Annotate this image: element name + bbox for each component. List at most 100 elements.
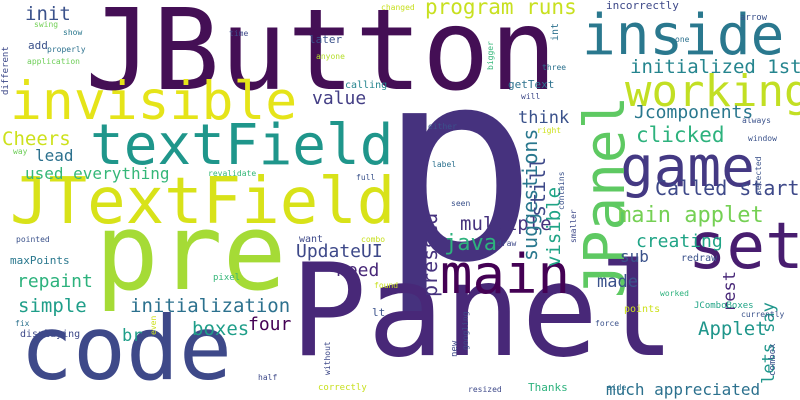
cloud-word: incorrectly xyxy=(606,0,679,12)
cloud-word: think xyxy=(518,108,570,128)
cloud-word: init xyxy=(25,3,71,25)
cloud-word: Panel xyxy=(290,237,676,386)
cloud-word: inside xyxy=(582,3,785,68)
cloud-word: boxes xyxy=(192,318,250,340)
cloud-word: show xyxy=(63,28,83,37)
cloud-word: currently xyxy=(741,310,785,319)
cloud-word: Applet xyxy=(698,318,767,340)
cloud-word: found xyxy=(374,281,399,290)
cloud-word: resized xyxy=(468,385,502,394)
cloud-word: much appreciated xyxy=(606,380,761,399)
cloud-word: combo xyxy=(361,235,386,244)
cloud-word: side xyxy=(607,383,627,392)
cloud-word: label xyxy=(432,160,457,169)
cloud-word: br xyxy=(122,326,143,346)
cloud-word: Cheers xyxy=(2,128,71,150)
cloud-word: set xyxy=(688,210,800,284)
cloud-word: smaller xyxy=(569,209,578,243)
cloud-word: invisible xyxy=(10,71,298,132)
cloud-word: one xyxy=(675,35,690,44)
cloud-word: combox xyxy=(768,343,778,376)
cloud-word: simple xyxy=(18,295,87,317)
cloud-word: program runs xyxy=(425,0,577,19)
cloud-word: time xyxy=(229,29,249,38)
cloud-word: value xyxy=(312,88,367,109)
cloud-word: displaying xyxy=(20,329,81,340)
cloud-word: JComboBoxes xyxy=(694,301,754,311)
cloud-word: redraw xyxy=(681,253,718,264)
cloud-word: properly xyxy=(47,45,86,54)
cloud-word: calling xyxy=(345,80,388,91)
cloud-word: initialization xyxy=(130,295,291,317)
cloud-word: add xyxy=(28,39,48,52)
cloud-word: revalidate xyxy=(208,169,257,178)
cloud-word: swing xyxy=(34,20,59,29)
cloud-word: game xyxy=(620,135,755,200)
cloud-word: working xyxy=(625,66,800,117)
cloud-word: different xyxy=(1,46,11,95)
cloud-word: changed xyxy=(381,3,415,12)
cloud-word: seen xyxy=(451,199,471,208)
cloud-word: code xyxy=(20,297,232,400)
cloud-word: JTextField xyxy=(10,165,396,239)
cloud-word: without xyxy=(323,341,332,375)
cloud-word: force xyxy=(595,319,620,328)
cloud-word: getText xyxy=(508,78,555,91)
cloud-word: Called start xyxy=(655,176,800,200)
cloud-word: either xyxy=(428,122,457,131)
cloud-word: fix xyxy=(15,319,30,328)
cloud-word: initialized 1st xyxy=(630,56,800,78)
cloud-word: pointed xyxy=(16,235,50,244)
cloud-word: will xyxy=(521,92,541,101)
cloud-word: new xyxy=(450,340,460,357)
cloud-word: maxPoints xyxy=(10,254,70,267)
cloud-word: full xyxy=(356,173,376,182)
cloud-word: even xyxy=(149,315,158,335)
cloud-word: creating xyxy=(636,231,723,252)
cloud-word: clicked xyxy=(636,123,725,147)
cloud-word: multiple xyxy=(460,213,552,235)
cloud-word: always xyxy=(742,116,771,125)
cloud-word: pixel xyxy=(213,273,241,283)
cloud-word: UpdateUI xyxy=(296,241,383,262)
cloud-word: way xyxy=(13,147,28,156)
cloud-word: java xyxy=(444,231,497,256)
cloud-word: main applet xyxy=(618,203,764,228)
cloud-word: contains xyxy=(557,171,566,210)
cloud-word: made xyxy=(597,272,638,292)
cloud-word: sub xyxy=(620,247,649,266)
cloud-word: JButton xyxy=(85,0,558,116)
cloud-word: lead xyxy=(35,146,74,165)
cloud-word: half xyxy=(258,373,278,382)
cloud-word: main xyxy=(440,243,571,306)
cloud-word: correctly xyxy=(318,383,367,393)
cloud-word: JPanel xyxy=(573,95,638,298)
cloud-word: p xyxy=(378,13,538,321)
cloud-word: draw xyxy=(497,239,517,248)
cloud-word: pressed xyxy=(418,212,442,297)
cloud-word: need xyxy=(336,260,380,281)
cloud-word: worked xyxy=(660,289,689,298)
cloud-word: Jcomponents xyxy=(634,102,754,123)
cloud-word: googling xyxy=(461,311,470,350)
cloud-word: want xyxy=(299,234,324,245)
cloud-word: repaint xyxy=(17,271,93,292)
cloud-word: window xyxy=(748,134,777,143)
cloud-word: textField xyxy=(90,113,394,178)
cloud-word: Thanks xyxy=(528,381,568,394)
cloud-word: pre xyxy=(95,191,287,314)
cloud-word: four xyxy=(248,314,292,335)
cloud-word: lt xyxy=(372,306,386,319)
cloud-word: selected xyxy=(754,156,763,195)
cloud-word: right xyxy=(537,126,562,135)
cloud-word: bigger xyxy=(486,41,495,70)
cloud-word: used everything xyxy=(25,164,170,183)
cloud-word: later xyxy=(309,33,343,46)
cloud-word: points xyxy=(624,304,661,315)
cloud-word: int xyxy=(550,22,561,41)
cloud-word: three xyxy=(542,63,567,72)
cloud-word: application xyxy=(27,57,80,66)
cloud-word: anyone xyxy=(316,52,345,61)
cloud-word: arrow xyxy=(740,13,768,23)
